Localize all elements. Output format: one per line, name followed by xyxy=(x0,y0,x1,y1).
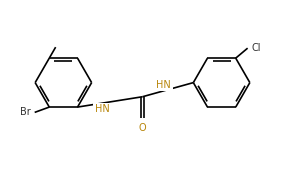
Text: Cl: Cl xyxy=(251,43,260,53)
Text: O: O xyxy=(139,123,146,133)
Text: HN: HN xyxy=(156,80,171,90)
Text: HN: HN xyxy=(95,104,110,114)
Text: Br: Br xyxy=(20,107,30,117)
